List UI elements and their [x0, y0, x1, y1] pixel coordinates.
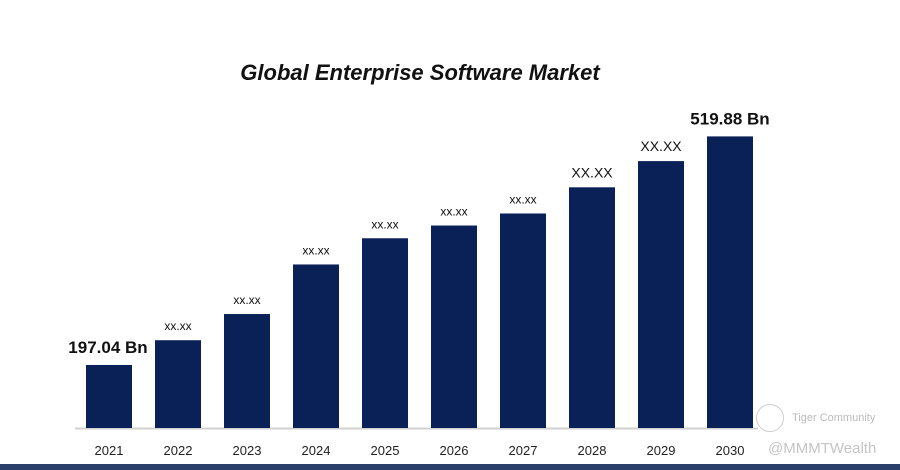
bar-2029 — [638, 161, 684, 428]
bar-2028 — [569, 187, 615, 428]
bottom-border — [0, 464, 900, 470]
x-tick-label: 2025 — [371, 443, 400, 458]
data-label: xx.xx — [302, 243, 329, 257]
bar-2024 — [293, 264, 339, 428]
data-label: xx.xx — [509, 192, 536, 206]
bar-2021 — [86, 364, 132, 428]
x-tick-label: 2022 — [164, 443, 193, 458]
bar-2025 — [362, 238, 408, 428]
watermark-brand: Tiger Community — [792, 412, 876, 424]
data-label: xx.xx — [233, 293, 260, 307]
x-tick-label: 2023 — [233, 443, 262, 458]
data-label: xx.xx — [371, 217, 398, 231]
x-tick-label: 2029 — [647, 443, 676, 458]
tiger-logo-icon — [756, 404, 784, 432]
x-tick-label: 2026 — [440, 443, 469, 458]
data-label: XX.XX — [571, 164, 613, 180]
x-tick-label: 2021 — [95, 443, 124, 458]
watermark-handle: @MMMTWealth — [768, 440, 877, 457]
x-tick-label: 2030 — [716, 443, 745, 458]
bar-2026 — [431, 225, 477, 428]
chart-title: Global Enterprise Software Market — [240, 60, 600, 85]
data-label: 197.04 Bn — [68, 338, 147, 357]
bar-2030 — [707, 136, 753, 428]
x-tick-label: 2024 — [302, 443, 331, 458]
data-label: XX.XX — [640, 138, 682, 154]
bar-2027 — [500, 213, 546, 428]
x-tick-label: 2028 — [578, 443, 607, 458]
data-label: xx.xx — [164, 319, 191, 333]
bar-2023 — [224, 314, 270, 428]
data-label: xx.xx — [440, 205, 467, 219]
bar-2022 — [155, 340, 201, 428]
x-tick-label: 2027 — [509, 443, 538, 458]
data-label: 519.88 Bn — [690, 109, 769, 128]
